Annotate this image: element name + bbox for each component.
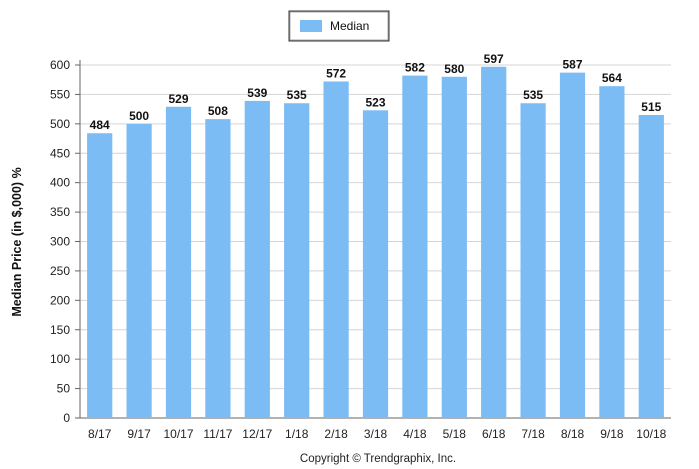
bar-8-17 [87, 133, 113, 418]
data-label: 529 [168, 92, 188, 106]
y-tick-label: 150 [50, 323, 70, 337]
bar-4-18 [402, 75, 428, 418]
x-tick-label: 4/18 [403, 427, 427, 441]
y-tick-labels: 0 50 100 150 200 250 300 350 400 450 500 550 600 [50, 58, 70, 425]
bar-7-18 [520, 103, 546, 418]
x-tick-label: 6/18 [482, 427, 506, 441]
legend: Median [288, 10, 390, 42]
data-label: 572 [326, 66, 346, 80]
y-tick-label: 350 [50, 205, 70, 219]
x-tick-label: 10/18 [636, 427, 666, 441]
y-tick-label: 400 [50, 176, 70, 190]
data-label: 539 [247, 86, 267, 100]
x-tick-label: 10/17 [163, 427, 193, 441]
bar-5-18 [441, 76, 467, 419]
y-tick-label: 550 [50, 87, 70, 101]
data-label: 523 [365, 95, 385, 109]
bar-10-17 [165, 106, 192, 418]
legend-label-median: Median [330, 19, 369, 33]
legend-swatch-median [300, 20, 322, 32]
x-tick-label: 11/17 [203, 427, 232, 441]
x-tick-label: 9/17 [127, 427, 151, 441]
x-tick-label: 8/18 [561, 427, 585, 441]
y-tick-label: 300 [50, 235, 70, 249]
bar-10-18 [638, 115, 664, 418]
data-label: 564 [602, 71, 622, 85]
data-labels: 484 500 529 508 539 535 572 523 582 580 597 535 587 5… [90, 52, 662, 132]
y-tick-label: 450 [50, 146, 70, 160]
bar-2-18 [323, 81, 349, 419]
bar-9-18 [599, 86, 625, 419]
bar-8-18 [559, 72, 586, 419]
x-tick-label: 5/18 [443, 427, 467, 441]
y-axis-label: Median Price (in $,000) % [10, 167, 24, 316]
y-tick-label: 200 [50, 293, 70, 307]
bar-1-18 [284, 103, 310, 418]
x-tick-label: 1/18 [285, 427, 309, 441]
y-tick-label: 0 [63, 411, 70, 425]
bar-12-17 [244, 100, 270, 418]
data-label: 582 [405, 61, 425, 75]
x-tick-label: 9/18 [600, 427, 624, 441]
data-label: 508 [208, 104, 228, 118]
data-label: 535 [523, 88, 543, 102]
data-label: 535 [287, 88, 307, 102]
bar-6-18 [481, 66, 507, 418]
data-label: 587 [562, 58, 582, 72]
x-tick-labels: 8/17 9/17 10/17 11/17 12/17 1/18 2/18 3/18 4/18 5… [88, 427, 667, 441]
bar-11-17 [205, 119, 231, 419]
x-tick-label: 12/17 [242, 427, 272, 441]
data-label: 580 [444, 62, 464, 76]
data-label: 597 [484, 52, 504, 66]
y-tick-label: 100 [50, 352, 70, 366]
bar-9-17 [126, 123, 152, 418]
y-tick-label: 50 [57, 382, 71, 396]
bar-3-18 [362, 110, 389, 418]
data-label: 515 [641, 100, 661, 114]
bars [87, 66, 664, 419]
copyright-footer: Copyright © Trendgraphix, Inc. [300, 453, 456, 465]
x-tick-label: 7/18 [521, 427, 545, 441]
x-tick-label: 8/17 [88, 427, 112, 441]
x-tick-label: 3/18 [364, 427, 388, 441]
y-tick-label: 500 [50, 117, 70, 131]
y-tick-label: 600 [50, 58, 70, 72]
x-tick-label: 2/18 [324, 427, 348, 441]
data-label: 484 [90, 118, 110, 132]
data-label: 500 [129, 109, 149, 123]
y-tick-label: 250 [50, 264, 70, 278]
